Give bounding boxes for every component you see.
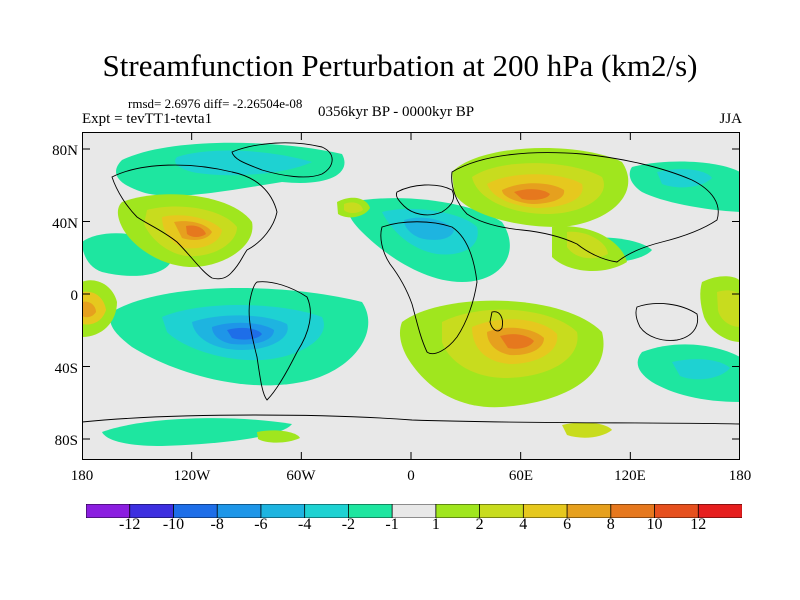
colorbar-label: 2 [475, 516, 484, 533]
colorbar-swatch [435, 504, 481, 518]
xtick-0: 0 [407, 468, 415, 484]
stats-text: rmsd= 2.6976 diff= -2.26504e-08 [128, 96, 303, 111]
ytick-80s: 80S [54, 433, 78, 449]
colorbar-label: 1 [431, 516, 440, 533]
period-text: 0356kyr BP - 0000kyr BP [318, 104, 475, 120]
colorbar-label: 10 [646, 516, 663, 533]
colorbar-label: -2 [341, 516, 356, 533]
experiment-text: Expt = tevTT1-tevta1 [82, 111, 213, 127]
xtick-120e: 120E [614, 468, 646, 484]
colorbar-label: 6 [563, 516, 572, 533]
colorbar [86, 504, 742, 518]
colorbar-label: 12 [690, 516, 707, 533]
coastlines [82, 142, 740, 425]
colorbar-swatch [522, 504, 568, 518]
colorbar-label: 8 [606, 516, 615, 533]
colorbar-label: 4 [519, 516, 528, 533]
colorbar-label: -4 [298, 516, 312, 533]
season-text: JJA [719, 111, 742, 127]
ytick-40s: 40S [54, 361, 78, 377]
ytick-80n: 80N [52, 143, 78, 159]
xtick-60e: 60E [508, 468, 534, 484]
colorbar-label: -8 [210, 516, 224, 533]
xtick-60w: 60W [286, 468, 316, 484]
ytick-0: 0 [70, 288, 79, 304]
xtick-180e: 180 [728, 468, 752, 484]
negative-anomaly-fields [82, 142, 740, 446]
colorbar-label: -12 [119, 516, 141, 533]
colorbar-swatch [697, 504, 742, 518]
colorbar-swatch [566, 504, 612, 518]
xtick-180w: 180 [70, 468, 94, 484]
colorbar-label: -1 [385, 516, 399, 533]
axis-ticks [82, 132, 740, 460]
positive-anomaly-fields [82, 148, 740, 443]
xtick-120w: 120W [173, 468, 211, 484]
colorbar-label: -6 [254, 516, 268, 533]
colorbar-label: -10 [162, 516, 185, 533]
map-panel [82, 132, 740, 460]
ytick-40n: 40N [52, 216, 78, 232]
colorbar-swatch [479, 504, 525, 518]
page-title: Streamfunction Perturbation at 200 hPa (… [102, 48, 698, 83]
